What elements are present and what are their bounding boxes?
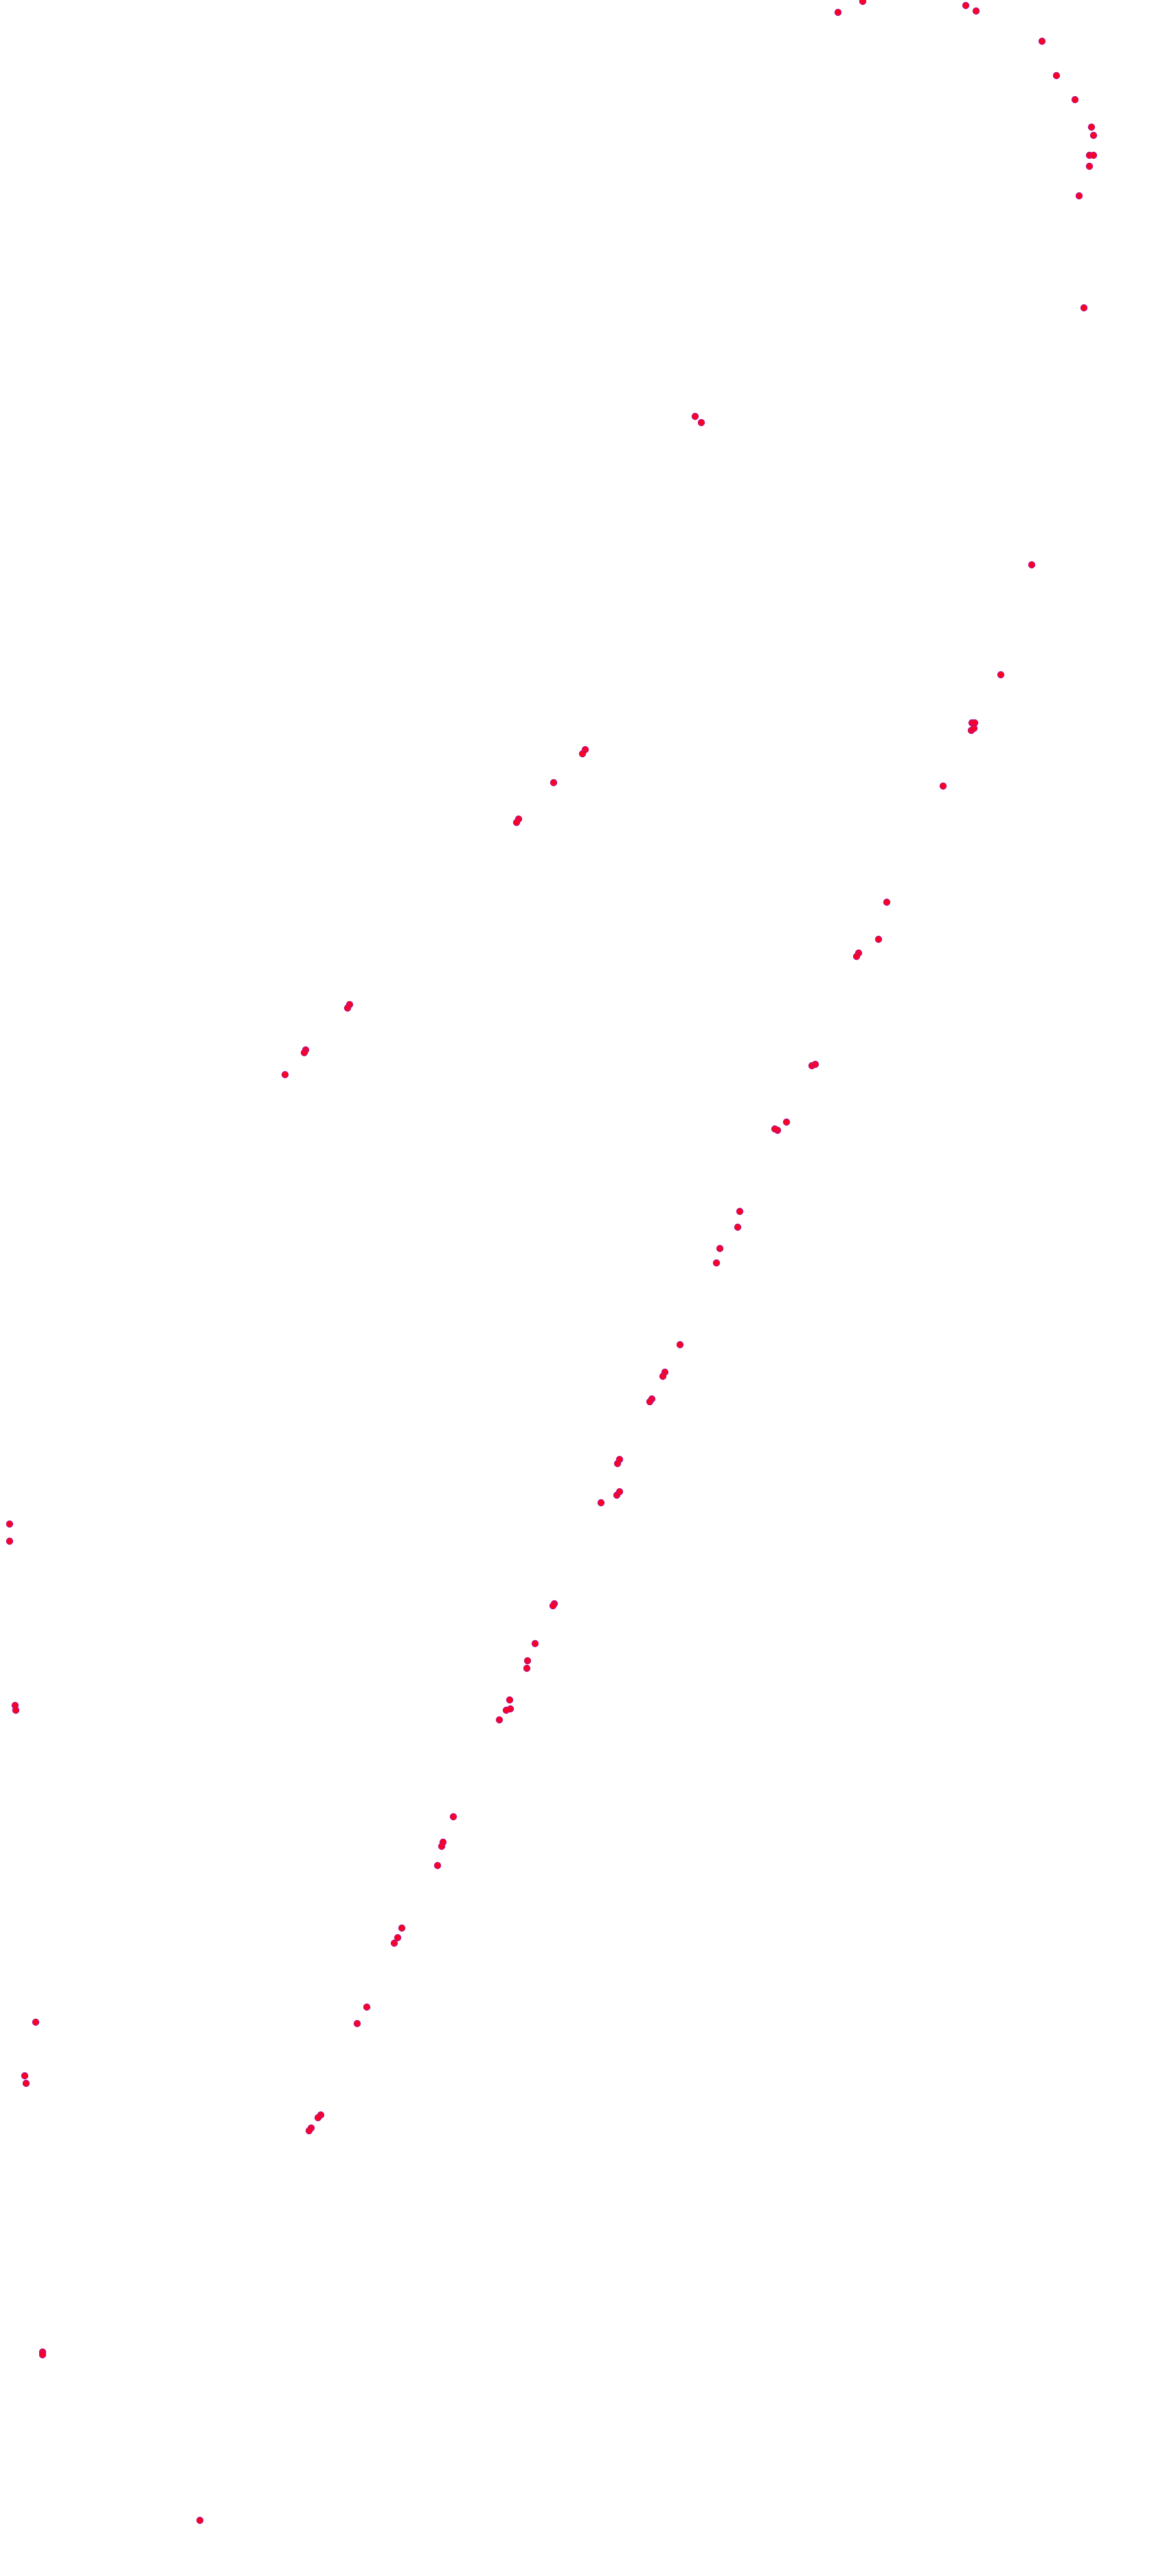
data-point [691,412,699,421]
data-point [1087,123,1096,131]
data-point [549,1602,557,1610]
data-point [697,418,705,427]
data-point [363,2003,371,2011]
data-point [811,1060,819,1068]
data-point [5,1520,14,1528]
data-point [578,750,587,758]
data-point [512,818,521,827]
data-point [300,1049,308,1057]
data-point [1080,304,1088,312]
data-point [1089,131,1098,139]
data-point [38,2351,47,2359]
data-point [21,2072,29,2080]
data-point [495,1716,504,1724]
data-point [613,1459,622,1468]
data-point [5,1537,14,1545]
data-point [1075,192,1083,200]
data-point [12,1706,20,1714]
data-point [1071,96,1079,104]
data-point [676,1341,684,1349]
data-point [550,779,558,787]
data-point [597,1499,605,1507]
data-point [523,1657,532,1665]
data-point [438,1842,446,1850]
data-point [734,1223,742,1231]
data-point [531,1639,539,1648]
data-point [712,1259,721,1267]
data-point [449,1813,457,1821]
data-point [506,1696,514,1704]
data-point [398,1924,406,1932]
data-point [523,1664,531,1672]
data-point [305,2127,313,2135]
data-point [883,898,891,906]
data-point [1085,162,1094,170]
data-point [314,2114,322,2122]
data-point [716,1244,724,1253]
data-point [1028,561,1036,569]
data-point [394,1934,402,1942]
data-point [32,2018,40,2026]
points-layer [5,0,1098,2524]
data-point [970,724,978,732]
data-point [659,1372,667,1380]
data-point [997,671,1005,679]
data-point [502,1706,510,1714]
data-point [834,8,842,16]
data-point [646,1398,654,1406]
data-point [615,1488,624,1496]
data-point [196,2516,204,2524]
data-point [771,1125,779,1133]
data-point [874,935,883,943]
data-point [736,1207,744,1216]
data-point [972,7,980,15]
data-point [859,0,867,5]
data-point [852,952,861,961]
data-point [353,2019,361,2028]
data-point [782,1118,791,1126]
data-point [390,1939,398,1947]
data-point [962,1,970,10]
data-point [1038,37,1046,45]
data-point [343,1004,352,1012]
data-point [1089,151,1098,159]
data-point [22,2079,30,2087]
data-point [281,1071,289,1079]
data-point [433,1861,442,1870]
data-point [1052,71,1061,80]
data-point [939,782,947,790]
